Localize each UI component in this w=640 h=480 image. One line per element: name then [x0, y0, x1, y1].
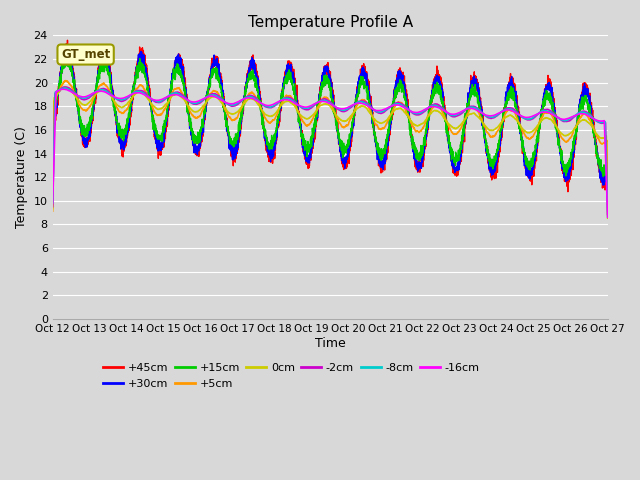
-16cm: [604, 215, 612, 220]
+30cm: [604, 165, 612, 170]
+15cm: [604, 160, 612, 166]
Legend: +45cm, +30cm, +15cm, +5cm, 0cm, -2cm, -8cm, -16cm: +45cm, +30cm, +15cm, +5cm, 0cm, -2cm, -8…: [99, 359, 484, 393]
+15cm: [64, 51, 72, 57]
-8cm: [61, 85, 68, 91]
+30cm: [551, 114, 559, 120]
0cm: [604, 216, 612, 221]
-8cm: [385, 105, 392, 111]
-2cm: [168, 91, 175, 96]
-2cm: [60, 84, 68, 90]
+15cm: [49, 118, 56, 124]
-2cm: [385, 106, 392, 111]
+30cm: [101, 43, 109, 49]
+15cm: [600, 174, 607, 180]
-16cm: [551, 113, 559, 119]
0cm: [394, 106, 402, 111]
+5cm: [394, 99, 402, 105]
+45cm: [204, 93, 212, 99]
0cm: [385, 115, 392, 121]
+30cm: [204, 93, 212, 98]
Line: +5cm: +5cm: [52, 81, 608, 215]
-2cm: [49, 204, 56, 210]
+45cm: [49, 124, 56, 130]
+45cm: [604, 168, 612, 174]
0cm: [604, 197, 611, 203]
+30cm: [599, 182, 607, 188]
+5cm: [551, 120, 559, 126]
Title: Temperature Profile A: Temperature Profile A: [248, 15, 413, 30]
-16cm: [168, 92, 175, 98]
-8cm: [394, 101, 402, 107]
+5cm: [204, 96, 212, 102]
+5cm: [604, 182, 611, 188]
+15cm: [394, 83, 402, 88]
+45cm: [394, 70, 402, 76]
Y-axis label: Temperature (C): Temperature (C): [15, 126, 28, 228]
-8cm: [604, 203, 611, 209]
+5cm: [49, 208, 56, 214]
-8cm: [551, 113, 559, 119]
+5cm: [168, 91, 175, 97]
+45cm: [551, 105, 559, 110]
-16cm: [204, 94, 212, 100]
Line: +30cm: +30cm: [52, 46, 608, 185]
-2cm: [604, 211, 612, 217]
+5cm: [604, 212, 612, 218]
-2cm: [394, 100, 402, 106]
-8cm: [168, 91, 175, 97]
+5cm: [61, 78, 69, 84]
+30cm: [394, 69, 402, 74]
-16cm: [49, 201, 56, 206]
-2cm: [204, 93, 212, 99]
+45cm: [604, 170, 611, 176]
-8cm: [204, 94, 212, 99]
+45cm: [385, 140, 392, 146]
+45cm: [564, 189, 572, 194]
+5cm: [385, 117, 392, 123]
-16cm: [385, 105, 392, 110]
-16cm: [394, 102, 402, 108]
+30cm: [49, 124, 56, 130]
+45cm: [168, 81, 175, 87]
+30cm: [604, 168, 611, 174]
0cm: [204, 97, 212, 103]
+30cm: [168, 78, 175, 84]
+30cm: [385, 136, 392, 142]
Line: -2cm: -2cm: [52, 87, 608, 214]
Line: +45cm: +45cm: [52, 40, 608, 192]
0cm: [551, 122, 559, 128]
+15cm: [604, 162, 611, 168]
Line: -8cm: -8cm: [52, 88, 608, 217]
-16cm: [604, 205, 611, 211]
-2cm: [551, 112, 559, 118]
0cm: [63, 84, 70, 90]
X-axis label: Time: Time: [315, 336, 346, 350]
Line: 0cm: 0cm: [52, 87, 608, 218]
0cm: [49, 206, 56, 212]
Text: GT_met: GT_met: [61, 48, 110, 61]
0cm: [168, 94, 175, 99]
+15cm: [168, 87, 175, 93]
+45cm: [63, 37, 71, 43]
-16cm: [59, 86, 67, 92]
Line: -16cm: -16cm: [52, 89, 608, 217]
+15cm: [551, 119, 559, 124]
+15cm: [385, 131, 392, 137]
-8cm: [604, 215, 612, 220]
+15cm: [204, 92, 212, 98]
Line: +15cm: +15cm: [52, 54, 608, 177]
-8cm: [49, 200, 56, 206]
-2cm: [604, 198, 611, 204]
